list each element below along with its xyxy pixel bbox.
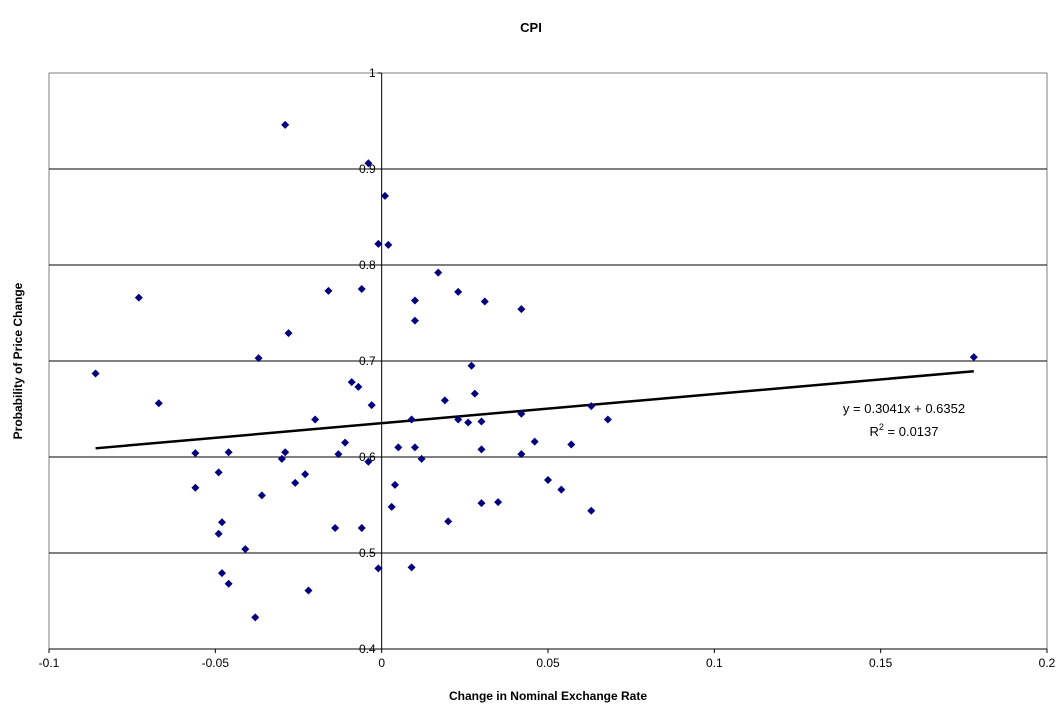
data-point	[191, 449, 200, 458]
data-points	[91, 120, 978, 622]
data-point	[254, 354, 263, 363]
data-point	[394, 443, 403, 452]
data-point	[374, 564, 383, 573]
data-point	[324, 286, 333, 295]
x-tick-label: -0.05	[202, 656, 230, 670]
data-point	[417, 454, 426, 463]
x-axis-ticks: -0.1 -0.05 0 0.05 0.1 0.15 0.2	[39, 649, 1056, 670]
x-tick-label: 0.15	[869, 656, 893, 670]
data-point	[407, 415, 416, 424]
data-point	[357, 524, 366, 533]
data-point	[364, 159, 373, 168]
data-point	[277, 454, 286, 463]
data-point	[281, 120, 290, 129]
data-point	[544, 476, 552, 485]
data-point	[224, 579, 233, 588]
data-point	[284, 329, 293, 338]
x-tick-label: 0.1	[706, 656, 723, 670]
data-point	[444, 517, 453, 526]
data-point	[477, 445, 486, 454]
y-tick-label: 0.5	[359, 546, 376, 560]
data-point	[191, 483, 200, 492]
data-point	[384, 240, 393, 249]
data-point	[224, 448, 233, 457]
data-point	[217, 518, 226, 527]
data-point	[470, 389, 479, 398]
data-point	[304, 586, 313, 595]
data-point	[214, 529, 223, 538]
trendline	[95, 369, 974, 450]
data-point	[257, 491, 266, 500]
x-tick-label: 0	[378, 656, 385, 670]
data-point	[251, 613, 260, 622]
r2-superscript: 2	[879, 422, 884, 432]
x-axis-title: Change in Nominal Exchange Rate	[449, 689, 647, 703]
data-point	[390, 480, 399, 489]
data-point	[557, 485, 566, 494]
x-tick-label: 0.05	[536, 656, 560, 670]
y-tick-label: 1	[369, 66, 376, 80]
data-point	[530, 437, 539, 446]
trendline-r2: R2 = 0.0137	[870, 422, 939, 439]
y-axis-title: Probability of Price Change	[11, 282, 25, 439]
data-point	[464, 418, 473, 427]
data-point	[410, 443, 419, 452]
x-tick-label: 0.2	[1039, 656, 1056, 670]
data-point	[517, 305, 526, 314]
data-point	[387, 502, 396, 511]
y-tick-label: 0.4	[359, 642, 376, 656]
data-point	[567, 440, 576, 449]
y-tick-label: 0.6	[359, 450, 376, 464]
data-point	[91, 369, 100, 378]
data-point	[154, 399, 163, 408]
data-point	[217, 569, 226, 578]
trendline-equation: y = 0.3041x + 0.6352	[843, 401, 965, 416]
data-point	[347, 378, 356, 387]
data-point	[214, 468, 223, 477]
data-point	[434, 268, 443, 277]
chart-title: CPI	[520, 20, 542, 35]
data-point	[380, 191, 389, 200]
gridlines	[49, 168, 1047, 554]
data-point	[241, 545, 250, 554]
data-point	[494, 498, 503, 507]
data-point	[480, 297, 489, 306]
data-point	[311, 415, 320, 424]
data-point	[454, 287, 463, 296]
y-tick-label: 0.9	[359, 162, 376, 176]
data-point	[587, 402, 596, 411]
data-point	[291, 478, 300, 487]
data-point	[374, 239, 383, 248]
data-point	[467, 361, 476, 370]
data-point	[407, 563, 416, 572]
data-point	[517, 409, 526, 418]
y-tick-label: 0.8	[359, 258, 376, 272]
data-point	[410, 296, 419, 305]
r2-value: = 0.0137	[884, 424, 939, 439]
data-point	[587, 506, 596, 515]
r2-prefix: R	[870, 424, 879, 439]
data-point	[354, 382, 363, 391]
data-point	[477, 417, 486, 426]
data-point	[301, 470, 310, 479]
data-point	[603, 415, 612, 424]
data-point	[331, 524, 340, 533]
data-point	[357, 285, 366, 293]
data-point	[969, 353, 978, 362]
data-point	[281, 448, 290, 457]
data-point	[410, 316, 419, 325]
x-tick-label: -0.1	[39, 656, 60, 670]
data-point	[367, 401, 376, 410]
data-point	[364, 457, 373, 466]
y-axis-ticks: 0.4 0.5 0.6 0.7 0.8 0.9 1	[359, 66, 382, 656]
y-tick-label: 0.7	[359, 354, 376, 368]
data-point	[517, 450, 526, 459]
data-point	[454, 415, 463, 424]
data-point	[477, 499, 486, 508]
data-point	[341, 438, 350, 447]
data-point	[334, 450, 343, 459]
data-point	[134, 293, 143, 302]
data-point	[440, 396, 449, 405]
